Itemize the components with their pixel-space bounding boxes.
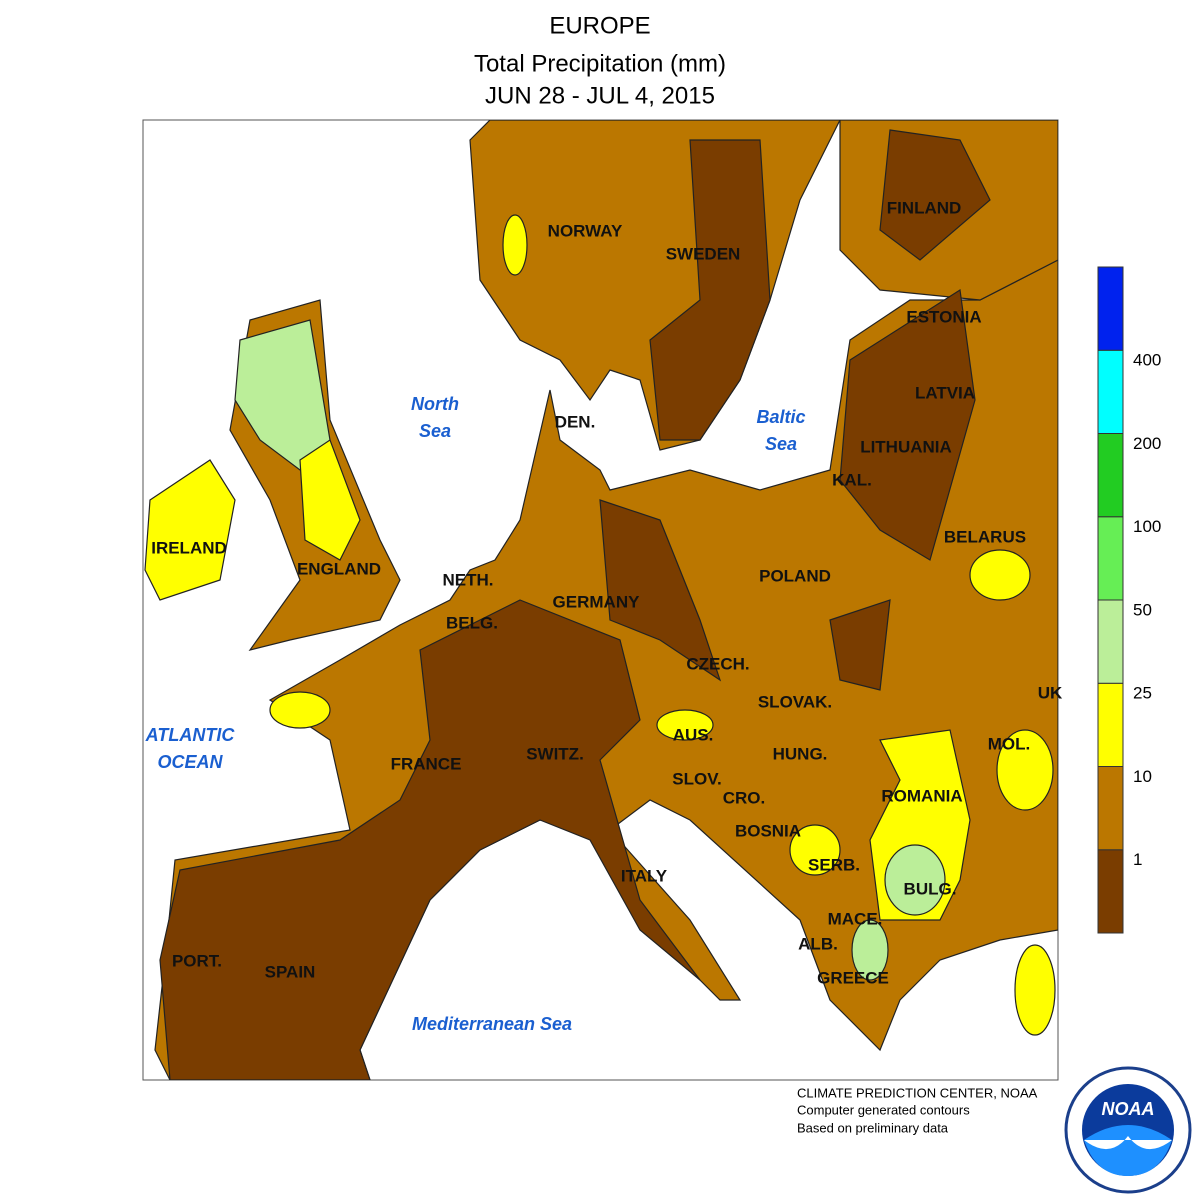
dry-west [159, 599, 701, 1080]
country-label: BELG. [446, 613, 498, 632]
period: JUN 28 - JUL 4, 2015 [485, 82, 715, 109]
country-label: MACE. [828, 909, 883, 928]
country-label: LITHUANIA [860, 437, 952, 456]
wet-bulgaria [884, 844, 946, 916]
sea-label: Mediterranean Sea [412, 1014, 572, 1034]
country-label: KAL. [832, 470, 872, 489]
country-label: SPAIN [265, 962, 316, 981]
dry-germany [599, 499, 722, 682]
legend-swatch [1097, 849, 1124, 934]
country-label: PORT. [172, 951, 222, 970]
country-label: ITALY [621, 866, 668, 885]
sea-label: Baltic [756, 407, 805, 427]
country-label: ESTONIA [906, 307, 981, 326]
country-label: GREECE [817, 968, 889, 987]
country-label: NORWAY [548, 221, 623, 240]
legend-swatch [1097, 516, 1124, 601]
legend-label: 400 [1133, 351, 1161, 370]
country-label: ROMANIA [881, 786, 962, 805]
legend-swatch [1097, 349, 1124, 434]
legend: 1 10 25 50 100 200 400 [1097, 266, 1161, 934]
legend-label: 10 [1133, 767, 1152, 786]
country-label: BULG. [904, 879, 957, 898]
footer-line: CLIMATE PREDICTION CENTER, NOAA [797, 1085, 1038, 1100]
country-label: AUS. [673, 725, 714, 744]
wet-serbia [789, 824, 841, 876]
country-label: NETH. [443, 570, 494, 589]
country-label: MOL. [988, 734, 1031, 753]
country-label: POLAND [759, 566, 831, 585]
wet-scotland [234, 319, 331, 471]
country-label: SWEDEN [666, 244, 741, 263]
dry-poland [829, 599, 891, 691]
country-label: IRELAND [151, 538, 227, 557]
sea-label: ATLANTIC [145, 725, 236, 745]
country-label: SWITZ. [526, 744, 584, 763]
dry-finland [879, 129, 991, 261]
land-ireland [144, 459, 236, 601]
legend-swatch [1097, 766, 1124, 851]
country-label: SLOVAK. [758, 692, 832, 711]
wet-greece-east [1014, 944, 1056, 1036]
wet-greece [851, 919, 889, 981]
wet-norway [502, 214, 528, 276]
country-label: HUNG. [773, 744, 828, 763]
wet-moldova [996, 729, 1054, 811]
footer-line: Based on preliminary data [797, 1120, 949, 1135]
country-label: FINLAND [887, 198, 962, 217]
legend-label: 200 [1133, 434, 1161, 453]
legend-label: 1 [1133, 850, 1142, 869]
dry-baltic [839, 288, 976, 561]
subtitle: Total Precipitation (mm) [474, 50, 726, 77]
sea-label: Sea [765, 434, 797, 454]
legend-swatch [1097, 433, 1124, 518]
country-label: BOSNIA [735, 821, 801, 840]
country-label: SERB. [808, 855, 860, 874]
wet-france [269, 691, 331, 729]
country-label: CRO. [723, 788, 766, 807]
wet-austria [656, 709, 714, 741]
sea-label: OCEAN [157, 752, 223, 772]
country-label: ENGLAND [297, 559, 381, 578]
country-label: BELARUS [944, 527, 1026, 546]
logo-text: NOAA [1102, 1099, 1155, 1119]
country-label: DEN. [555, 412, 596, 431]
legend-swatch [1097, 266, 1124, 351]
footer-line: Computer generated contours [797, 1102, 970, 1117]
legend-label: 100 [1133, 517, 1161, 536]
title: EUROPE [549, 12, 650, 39]
legend-label: 50 [1133, 600, 1152, 619]
wet-belarus [969, 549, 1031, 601]
country-label: UK [1038, 683, 1063, 702]
wet-england [299, 439, 361, 561]
legend-swatch [1097, 682, 1124, 767]
legend-label: 25 [1133, 684, 1152, 703]
country-label: FRANCE [391, 754, 462, 773]
country-label: CZECH. [686, 654, 749, 673]
map: NORWAY SWEDEN FINLAND ESTONIA LATVIA LITHUANI… [142, 119, 1063, 1081]
legend-swatch [1097, 599, 1124, 684]
noaa-logo: NOAA [1064, 1066, 1192, 1194]
country-label: ALB. [798, 934, 838, 953]
sea-label: Sea [419, 421, 451, 441]
country-label: GERMANY [553, 592, 641, 611]
dry-sweden [649, 139, 771, 441]
sea-label: North [411, 394, 459, 414]
country-label: LATVIA [915, 383, 975, 402]
country-label: SLOV. [672, 769, 721, 788]
